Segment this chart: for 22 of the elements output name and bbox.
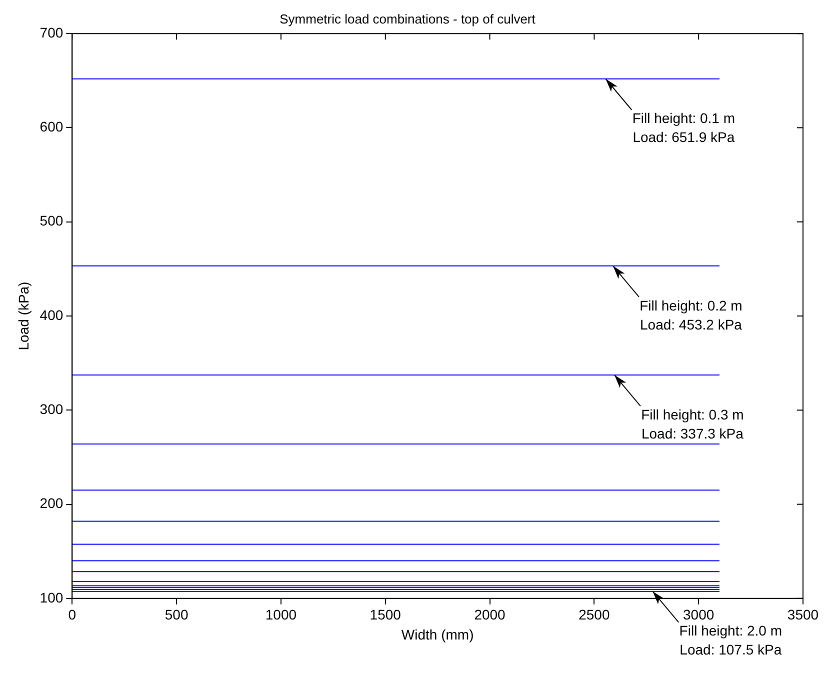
y-tick-label: 700 (40, 24, 64, 40)
annotation: Fill height: 2.0 m Load: 107.5 kPa (679, 622, 782, 658)
y-tick-label: 400 (40, 306, 64, 323)
x-tick-label: 1500 (370, 606, 402, 623)
x-tick-label: 0 (68, 606, 76, 623)
x-tick-label: 3000 (683, 606, 714, 623)
x-tick-label: 3500 (787, 606, 819, 623)
y-tick-label: 200 (40, 495, 64, 512)
annotation: Fill height: 0.2 m Load: 453.2 kPa (640, 297, 742, 332)
annotation: Fill height: 0.1 m Load: 651.9 kPa (632, 110, 736, 146)
chart-title: Symmetric load combinations - top of culvert (280, 11, 536, 26)
y-tick-label: 500 (40, 212, 64, 229)
annotation: Fill height: 0.3 m Load: 337.3 kPa (641, 406, 744, 442)
x-axis-title: Width (mm) (401, 626, 474, 642)
x-tick-label: 2000 (474, 606, 506, 623)
x-tick-label: 2500 (578, 606, 610, 623)
x-tick-label: 1000 (265, 606, 297, 623)
y-tick-label: 600 (40, 118, 64, 135)
y-axis-title: Load (kPa) (15, 282, 32, 350)
y-tick-label: 100 (40, 589, 64, 606)
x-tick-label: 500 (164, 606, 188, 623)
y-tick-label: 300 (40, 400, 64, 417)
